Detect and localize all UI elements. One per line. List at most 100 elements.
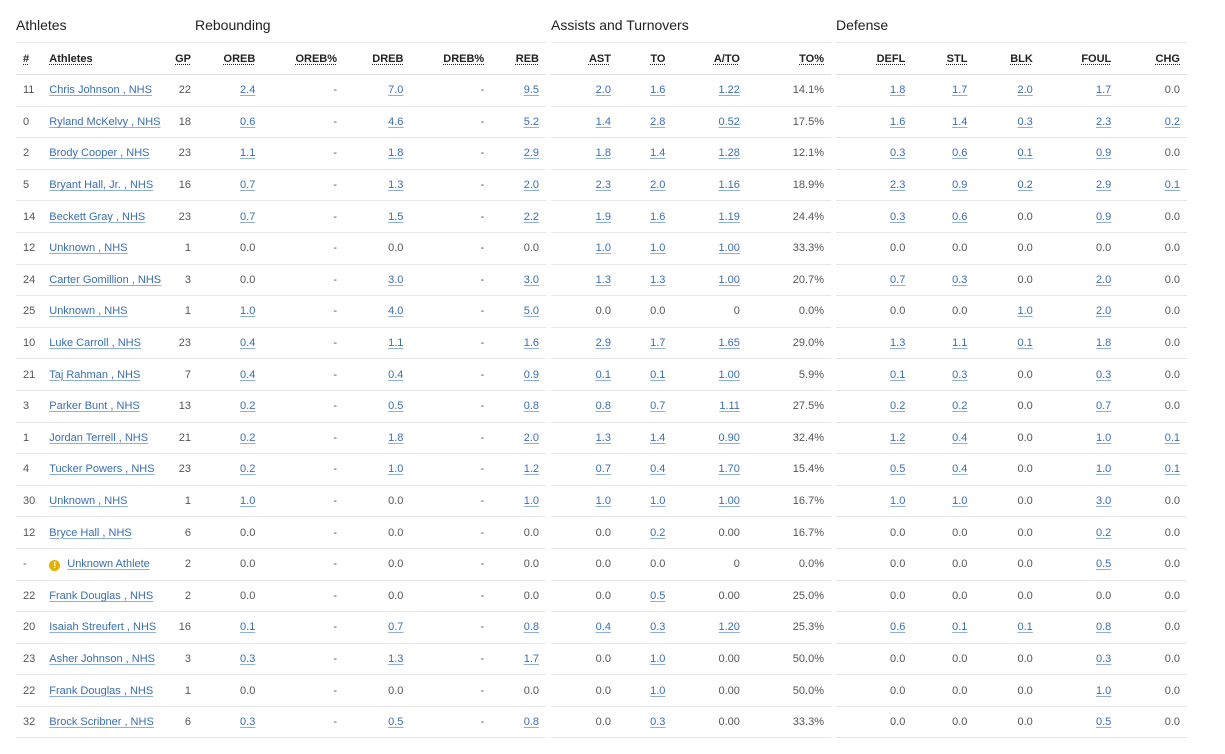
cell-to-link[interactable]: 1.0 [650,652,666,665]
cell-reb[interactable]: 0.8 [491,706,546,739]
cell-ast-link[interactable]: 1.8 [595,147,611,160]
cell-foul[interactable]: 1.0 [1039,674,1119,707]
cell-blk[interactable]: 0.1 [974,327,1040,360]
cell-dreb[interactable]: 0.5 [344,706,411,739]
cell-oreb-link[interactable]: 0.4 [240,368,256,381]
cell-foul-link[interactable]: 0.7 [1095,400,1112,413]
cell-dreb[interactable]: 4.0 [344,295,411,328]
cell-reb-link[interactable]: 0.8 [523,621,539,634]
cell-reb-link[interactable]: 2.9 [523,147,539,160]
cell-defl-link[interactable]: 0.5 [890,463,906,476]
athlete-name-link[interactable]: Unknown , NHS [49,495,128,508]
cell-a-to[interactable]: 1.16 [672,169,747,202]
cell-oreb-link[interactable]: 0.3 [240,716,256,729]
cell-dreb[interactable]: 7.0 [344,74,411,107]
cell-a-to-link[interactable]: 1.65 [718,337,740,350]
cell-stl-link[interactable]: 0.3 [952,273,968,286]
cell-defl[interactable]: 0.2 [836,390,913,423]
cell-to[interactable]: 1.0 [617,674,673,707]
cell-defl[interactable]: 1.8 [836,74,913,107]
cell-to-link[interactable]: 1.0 [650,495,666,508]
athlete-name-link[interactable]: Bryant Hall, Jr. , NHS [49,179,154,192]
athlete-name-link[interactable]: Unknown , NHS [49,305,128,318]
cell-chg-link[interactable]: 0.1 [1164,463,1180,476]
cell-to[interactable]: 0.4 [617,453,673,486]
cell-reb[interactable]: 5.0 [491,295,546,328]
cell-dreb-link[interactable]: 1.5 [388,210,404,223]
cell-reb[interactable]: 5.2 [491,106,546,139]
cell-defl[interactable]: 1.6 [836,106,913,139]
cell-to[interactable]: 1.7 [617,327,673,360]
cell-defl[interactable]: 0.1 [836,358,913,391]
cell-foul[interactable]: 0.5 [1039,548,1119,581]
cell-oreb-link[interactable]: 1.0 [240,305,256,318]
cell-chg[interactable]: 0.2 [1118,106,1187,139]
cell-stl[interactable]: 1.0 [912,485,975,518]
cell-foul[interactable]: 0.2 [1039,516,1119,549]
column-header-defl[interactable]: DEFL [836,42,913,75]
cell-ast[interactable]: 0.8 [551,390,618,423]
cell-to[interactable]: 0.2 [617,516,673,549]
cell-a-to[interactable]: 1.19 [672,200,747,233]
cell-foul-link[interactable]: 1.0 [1095,431,1112,444]
cell-ast[interactable]: 1.0 [551,485,618,518]
cell-to[interactable]: 0.7 [617,390,673,423]
cell-oreb[interactable]: 0.7 [195,169,263,202]
cell-ast-link[interactable]: 1.0 [595,242,611,255]
cell-dreb[interactable]: 3.0 [344,264,411,297]
cell-foul-link[interactable]: 0.3 [1095,652,1112,665]
cell-ast[interactable]: 0.4 [551,611,618,644]
cell-chg[interactable]: 0.1 [1118,169,1187,202]
column-header-blk[interactable]: BLK [974,42,1040,75]
cell-a-to-link[interactable]: 1.00 [718,273,740,286]
cell-dreb[interactable]: 1.3 [344,169,411,202]
cell-stl-link[interactable]: 0.2 [952,400,968,413]
cell-oreb[interactable]: 0.4 [195,358,263,391]
cell-reb[interactable]: 0.8 [491,611,546,644]
cell-defl-link[interactable]: 0.1 [890,368,906,381]
cell-reb[interactable]: 0.9 [491,358,546,391]
cell-defl[interactable]: 1.0 [836,485,913,518]
cell-reb[interactable]: 2.9 [491,137,546,170]
cell-a-to-link[interactable]: 1.00 [718,368,740,381]
cell-foul-link[interactable]: 1.0 [1095,463,1112,476]
cell-oreb-link[interactable]: 0.2 [240,431,256,444]
cell-blk-link[interactable]: 1.0 [1017,305,1033,318]
athlete-name-link[interactable]: Tucker Powers , NHS [49,463,155,476]
cell-reb[interactable]: 3.0 [491,264,546,297]
athlete-name-link[interactable]: Frank Douglas , NHS [49,589,154,602]
cell-foul-link[interactable]: 0.9 [1095,210,1112,223]
cell-foul-link[interactable]: 3.0 [1095,495,1112,508]
cell-foul-link[interactable]: 1.0 [1095,684,1112,697]
cell-to-link[interactable]: 2.0 [650,179,666,192]
cell-foul-link[interactable]: 0.2 [1095,526,1112,539]
column-header-reb[interactable]: REB [491,42,546,75]
cell-to-link[interactable]: 0.7 [650,400,666,413]
cell-foul[interactable]: 0.7 [1039,390,1119,423]
cell-dreb[interactable]: 4.6 [344,106,411,139]
cell-ast[interactable]: 2.9 [551,327,618,360]
cell-dreb-link[interactable]: 0.4 [388,368,404,381]
cell-defl[interactable]: 1.2 [836,422,913,455]
cell-chg[interactable]: 0.1 [1118,453,1187,486]
cell-defl-link[interactable]: 0.2 [890,400,906,413]
cell-blk-link[interactable]: 0.1 [1017,621,1033,634]
cell-to-link[interactable]: 0.3 [650,621,666,634]
cell-a-to[interactable]: 0.90 [672,422,747,455]
cell-to-link[interactable]: 1.4 [650,147,666,160]
cell-dreb-link[interactable]: 1.8 [388,147,404,160]
cell-foul-link[interactable]: 2.3 [1095,115,1112,128]
cell-oreb-link[interactable]: 0.1 [240,621,256,634]
cell-ast-link[interactable]: 1.3 [595,431,611,444]
cell-foul-link[interactable]: 2.0 [1095,273,1112,286]
cell-foul[interactable]: 2.9 [1039,169,1119,202]
cell-reb[interactable]: 1.0 [491,485,546,518]
cell-ast[interactable]: 2.3 [551,169,618,202]
cell-foul[interactable]: 1.0 [1039,453,1119,486]
cell-a-to[interactable]: 1.00 [672,358,747,391]
cell-dreb[interactable]: 1.8 [344,137,411,170]
athlete-name-link[interactable]: Beckett Gray , NHS [49,210,146,223]
cell-foul[interactable]: 3.0 [1039,485,1119,518]
cell-dreb-link[interactable]: 1.3 [388,652,404,665]
cell-reb-link[interactable]: 0.8 [523,716,539,729]
